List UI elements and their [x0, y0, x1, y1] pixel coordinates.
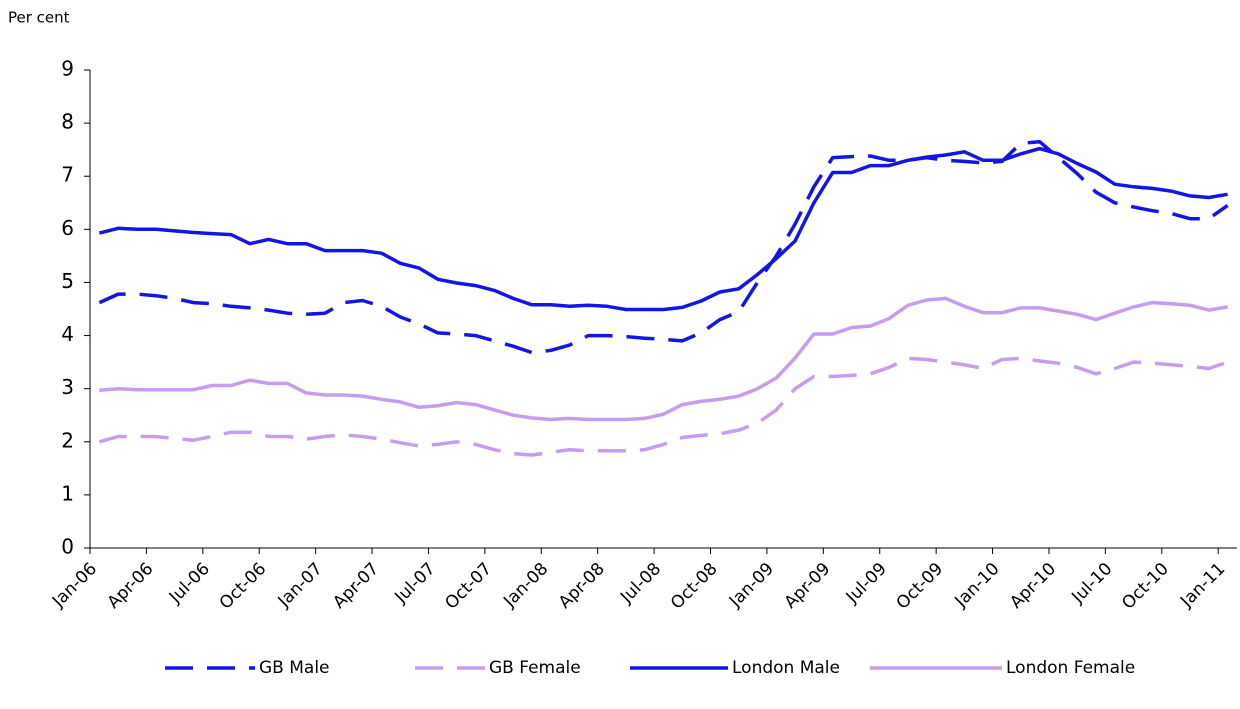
legend-label: London Male	[732, 658, 840, 678]
x-tick-label: Oct-08	[667, 559, 722, 614]
legend-label: GB Male	[259, 658, 330, 678]
series-line	[98, 139, 1229, 355]
x-tick-label: Apr-08	[555, 559, 609, 613]
y-tick-label: 2	[61, 428, 74, 452]
x-tick-label: Jul-07	[391, 559, 440, 608]
y-tick-label: 5	[61, 269, 74, 293]
y-tick-label: 7	[61, 163, 74, 187]
x-tick-label: Oct-06	[216, 559, 271, 614]
series-line	[98, 146, 1228, 312]
legend-label: GB Female	[489, 658, 581, 678]
x-tick-label: Jan-10	[951, 559, 1004, 612]
y-tick-label: 3	[61, 375, 74, 399]
x-tick-label: Apr-09	[781, 559, 835, 613]
x-tick-label: Jul-09	[842, 559, 891, 608]
series-line	[99, 296, 1228, 422]
x-tick-label: Oct-09	[893, 559, 948, 614]
legend-label: London Female	[1006, 658, 1135, 678]
x-tick-label: Jan-08	[499, 559, 552, 612]
y-axis-label: Per cent	[8, 9, 70, 27]
x-tick-label: Apr-06	[104, 559, 158, 613]
x-tick-label: Apr-07	[329, 559, 383, 613]
x-tick-label: Oct-10	[1118, 559, 1173, 614]
x-tick-label: Jul-06	[165, 559, 214, 608]
x-tick-label: Apr-10	[1006, 559, 1060, 613]
x-tick-label: Jul-08	[616, 559, 665, 608]
x-tick-label: Jan-11	[1176, 559, 1229, 612]
series-line	[98, 356, 1229, 457]
y-tick-label: 0	[61, 535, 74, 559]
y-tick-label: 6	[61, 216, 74, 240]
y-tick-label: 9	[61, 57, 74, 81]
x-tick-label: Jul-10	[1067, 559, 1116, 608]
x-tick-label: Jan-06	[48, 559, 101, 612]
x-tick-label: Jan-09	[725, 559, 778, 612]
y-tick-label: 8	[61, 110, 74, 134]
x-tick-label: Jan-07	[274, 559, 327, 612]
y-tick-label: 4	[61, 322, 74, 346]
x-tick-label: Oct-07	[441, 559, 496, 614]
y-tick-label: 1	[61, 481, 74, 505]
